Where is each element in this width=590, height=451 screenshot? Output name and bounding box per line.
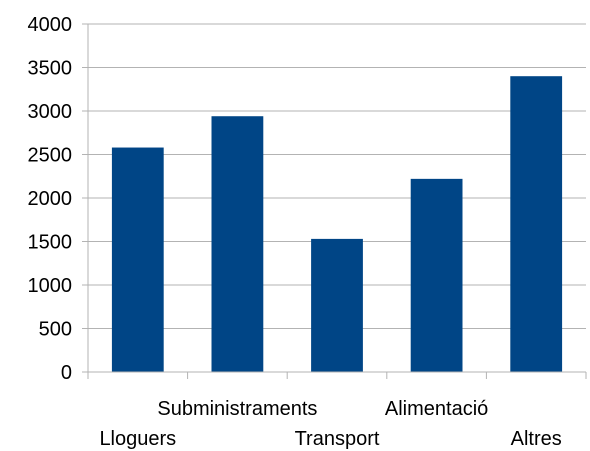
bar-altres bbox=[510, 76, 563, 372]
x-category-label: Altres bbox=[511, 428, 562, 450]
x-category-label: Lloguers bbox=[99, 428, 176, 450]
y-tick-label: 500 bbox=[39, 319, 72, 341]
y-axis-tick-labels: 0 500 1000 1500 2000 2500 3000 3500 4000 bbox=[28, 14, 73, 384]
x-category-label: Subministraments bbox=[157, 398, 317, 420]
y-tick-label: 3000 bbox=[28, 101, 73, 123]
y-tick-label: 0 bbox=[61, 362, 72, 384]
axes bbox=[82, 24, 587, 379]
bar-lloguers bbox=[111, 147, 164, 372]
bar-transport bbox=[311, 238, 363, 372]
y-tick-label: 2500 bbox=[28, 145, 73, 167]
bars bbox=[111, 76, 563, 372]
x-category-label: Transport bbox=[295, 428, 380, 450]
y-tick-label: 1000 bbox=[28, 275, 73, 297]
y-tick-label: 2000 bbox=[28, 188, 73, 210]
bar-alimentació bbox=[410, 178, 463, 372]
bar-subministraments bbox=[211, 116, 264, 372]
y-tick-label: 1500 bbox=[28, 232, 73, 254]
x-axis-category-labels: Lloguers Subministraments TransportAliment… bbox=[99, 398, 561, 450]
x-category-label: Alimentació bbox=[385, 398, 488, 420]
y-tick-label: 4000 bbox=[28, 14, 73, 36]
y-tick-label: 3500 bbox=[28, 58, 73, 80]
